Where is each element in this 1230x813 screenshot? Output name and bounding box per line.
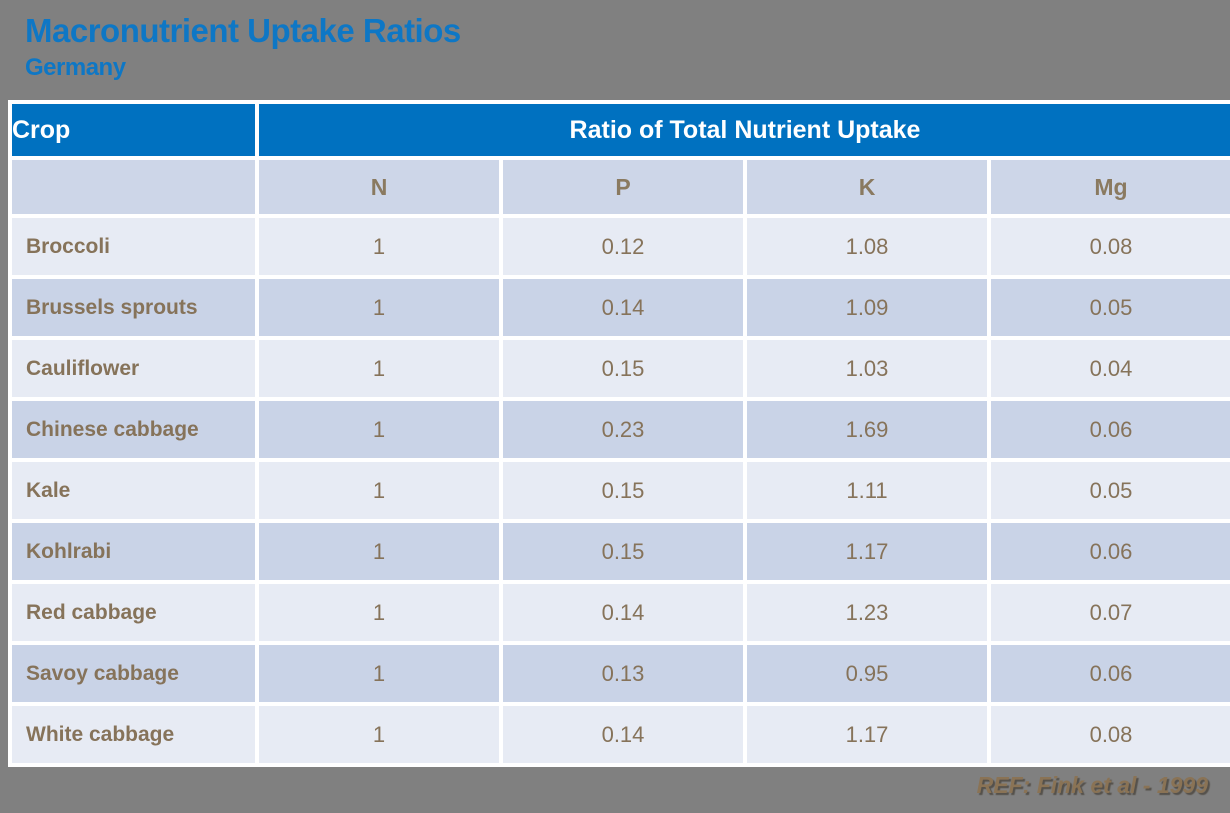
value-cell: 0.13 <box>503 645 743 702</box>
crop-name-cell: Brussels sprouts <box>12 279 255 336</box>
value-cell: 1 <box>259 218 499 275</box>
value-cell: 0.07 <box>991 584 1230 641</box>
value-cell: 0.05 <box>991 462 1230 519</box>
table-header-row: Crop Ratio of Total Nutrient Uptake <box>12 104 1230 156</box>
value-cell: 0.14 <box>503 279 743 336</box>
value-cell: 0.15 <box>503 340 743 397</box>
value-cell: 1.11 <box>747 462 987 519</box>
table-subheader-row: N P K Mg <box>12 160 1230 214</box>
crop-name-cell: Savoy cabbage <box>12 645 255 702</box>
value-cell: 0.14 <box>503 706 743 763</box>
value-cell: 1.23 <box>747 584 987 641</box>
value-cell: 1 <box>259 523 499 580</box>
value-cell: 1 <box>259 706 499 763</box>
value-cell: 0.06 <box>991 645 1230 702</box>
table-row: Kale 1 0.15 1.11 0.05 <box>12 462 1230 519</box>
value-cell: 0.08 <box>991 218 1230 275</box>
crop-name-cell: White cabbage <box>12 706 255 763</box>
table-row: Savoy cabbage 1 0.13 0.95 0.06 <box>12 645 1230 702</box>
value-cell: 0.06 <box>991 523 1230 580</box>
crop-name-cell: Kale <box>12 462 255 519</box>
empty-corner-cell <box>12 160 255 214</box>
value-cell: 1.17 <box>747 523 987 580</box>
value-cell: 0.06 <box>991 401 1230 458</box>
value-cell: 0.05 <box>991 279 1230 336</box>
table-row: Brussels sprouts 1 0.14 1.09 0.05 <box>12 279 1230 336</box>
table-row: Cauliflower 1 0.15 1.03 0.04 <box>12 340 1230 397</box>
page-subtitle: Germany <box>25 54 126 81</box>
column-header-k: K <box>747 160 987 214</box>
reference-citation: REF: Fink et al - 1999 <box>976 772 1208 798</box>
table-row: Red cabbage 1 0.14 1.23 0.07 <box>12 584 1230 641</box>
value-cell: 1.09 <box>747 279 987 336</box>
table-row: White cabbage 1 0.14 1.17 0.08 <box>12 706 1230 763</box>
value-cell: 1 <box>259 584 499 641</box>
crop-name-cell: Broccoli <box>12 218 255 275</box>
column-header-p: P <box>503 160 743 214</box>
value-cell: 1.69 <box>747 401 987 458</box>
column-header-n: N <box>259 160 499 214</box>
column-header-mg: Mg <box>991 160 1230 214</box>
crop-name-cell: Chinese cabbage <box>12 401 255 458</box>
value-cell: 1 <box>259 340 499 397</box>
value-cell: 0.08 <box>991 706 1230 763</box>
page-title: Macronutrient Uptake Ratios <box>25 12 461 49</box>
value-cell: 1 <box>259 279 499 336</box>
value-cell: 1.17 <box>747 706 987 763</box>
crop-name-cell: Cauliflower <box>12 340 255 397</box>
value-cell: 1.03 <box>747 340 987 397</box>
crop-name-cell: Red cabbage <box>12 584 255 641</box>
value-cell: 0.12 <box>503 218 743 275</box>
value-cell: 1.08 <box>747 218 987 275</box>
value-cell: 0.15 <box>503 462 743 519</box>
value-cell: 0.04 <box>991 340 1230 397</box>
value-cell: 0.95 <box>747 645 987 702</box>
nutrient-uptake-table: Crop Ratio of Total Nutrient Uptake N P … <box>8 100 1230 767</box>
value-cell: 1 <box>259 401 499 458</box>
value-cell: 1 <box>259 462 499 519</box>
crop-column-header: Crop <box>12 104 255 156</box>
table-row: Broccoli 1 0.12 1.08 0.08 <box>12 218 1230 275</box>
ratio-group-header: Ratio of Total Nutrient Uptake <box>259 104 1230 156</box>
value-cell: 0.14 <box>503 584 743 641</box>
crop-name-cell: Kohlrabi <box>12 523 255 580</box>
value-cell: 1 <box>259 645 499 702</box>
value-cell: 0.23 <box>503 401 743 458</box>
table-row: Kohlrabi 1 0.15 1.17 0.06 <box>12 523 1230 580</box>
table-row: Chinese cabbage 1 0.23 1.69 0.06 <box>12 401 1230 458</box>
value-cell: 0.15 <box>503 523 743 580</box>
